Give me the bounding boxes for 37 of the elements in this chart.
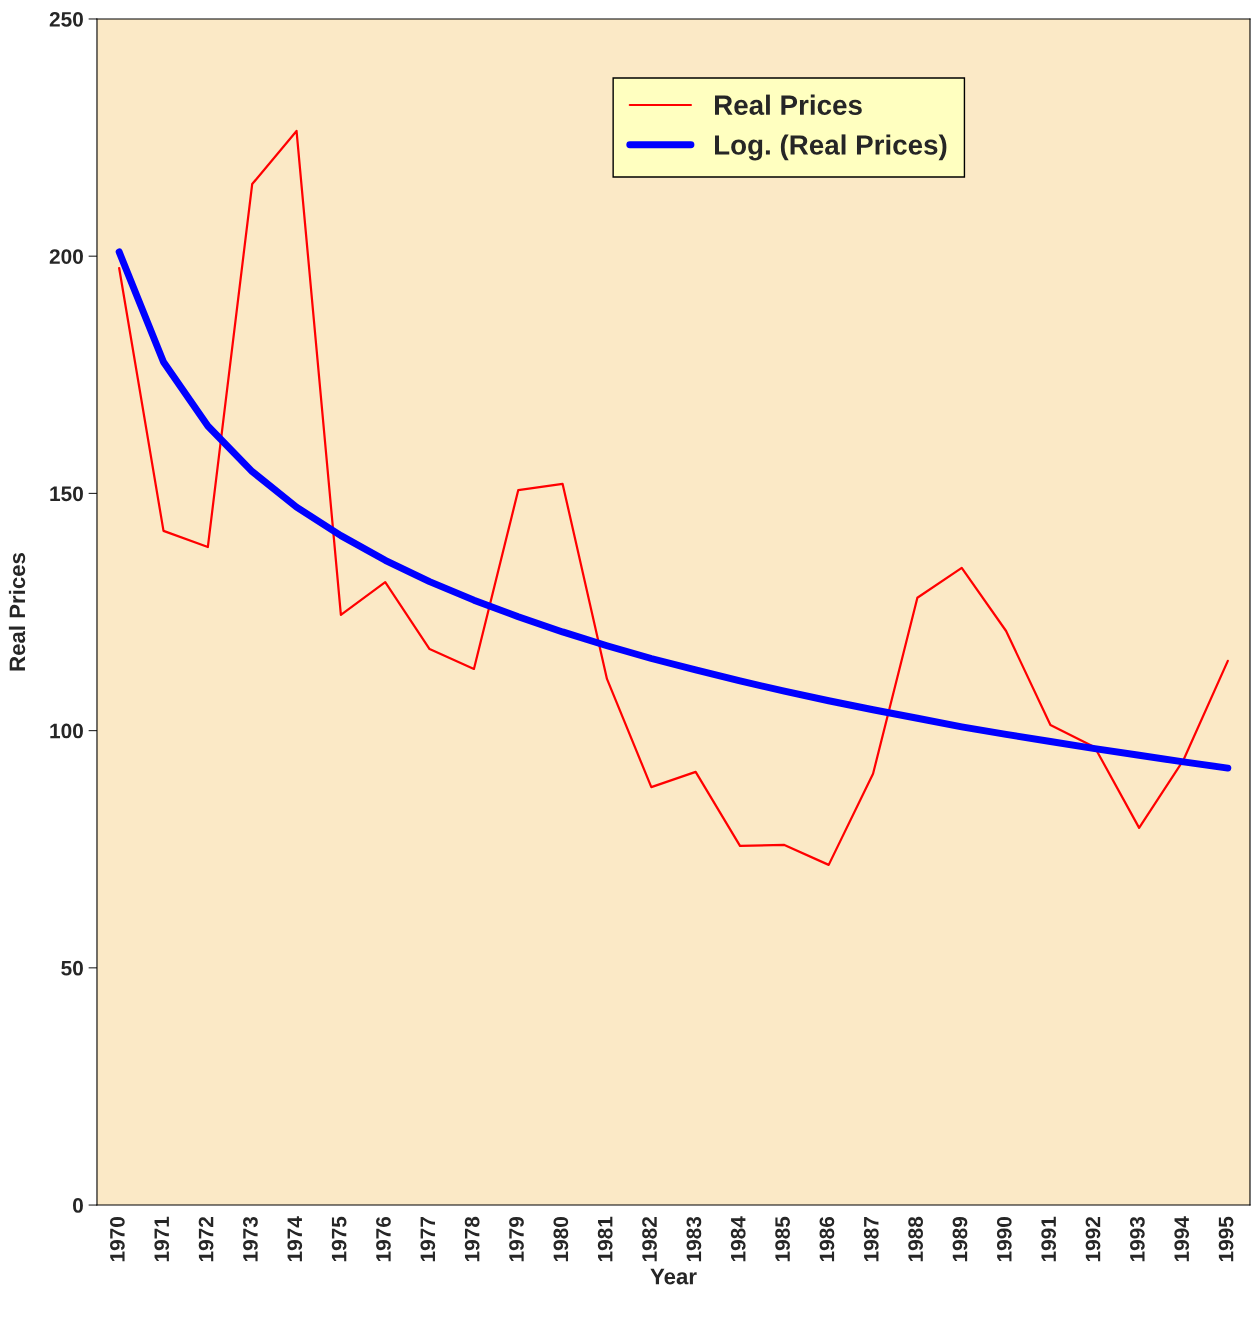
- x-tick-label: 1978: [464, 1216, 480, 1262]
- x-tick-label: 1974: [287, 1216, 303, 1262]
- y-axis-title: Real Prices: [8, 553, 26, 671]
- y-tick-label: 150: [50, 486, 83, 502]
- x-tick-label: 1986: [819, 1216, 835, 1262]
- x-tick-label: 1984: [730, 1216, 746, 1262]
- x-tick-label: 1976: [376, 1216, 391, 1262]
- x-tick-label: 1985: [775, 1216, 790, 1262]
- x-tick-label: 1981: [597, 1216, 613, 1262]
- x-tick-label: 1991: [1041, 1216, 1057, 1262]
- x-tick-label: 1990: [996, 1217, 1012, 1262]
- y-tick-label: 50: [61, 960, 83, 976]
- x-tick-label: 1994: [1174, 1216, 1190, 1262]
- x-tick-label: 1975: [331, 1216, 347, 1262]
- y-tick-label: 250: [49, 11, 83, 27]
- x-axis-title: Year: [650, 1268, 697, 1285]
- x-tick-label: 1979: [509, 1216, 524, 1262]
- x-tick-label: 1993: [1129, 1216, 1145, 1262]
- x-tick-label: 1972: [198, 1216, 214, 1262]
- y-tick-label: 200: [49, 249, 83, 264]
- x-tick-label: 1988: [908, 1216, 923, 1262]
- x-tick-label: 1983: [686, 1216, 702, 1262]
- x-tick-label: 1987: [863, 1217, 879, 1262]
- x-tick-label: 1970: [110, 1217, 125, 1262]
- x-tick-label: 1973: [243, 1216, 258, 1262]
- x-tick-label: 1989: [952, 1216, 968, 1262]
- x-tick-label: 1995: [1218, 1216, 1234, 1262]
- y-tick-label: 0: [73, 1198, 83, 1213]
- legend-label: Log. (Real Prices): [715, 134, 947, 161]
- x-tick-label: 1980: [553, 1217, 569, 1262]
- y-tick-label: 100: [50, 723, 83, 739]
- legend-label: Real Prices: [715, 94, 862, 116]
- x-tick-label: 1982: [642, 1216, 657, 1262]
- line-series: [118, 129, 1229, 866]
- x-tick-label: 1977: [420, 1217, 436, 1262]
- x-tick-label: 1971: [154, 1216, 170, 1262]
- x-tick-label: 1992: [1085, 1216, 1101, 1262]
